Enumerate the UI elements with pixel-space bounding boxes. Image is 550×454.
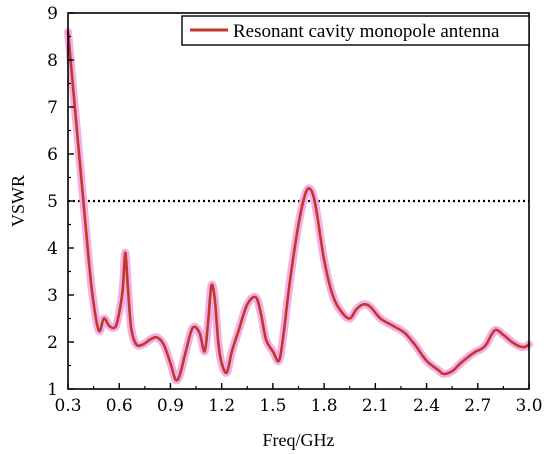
x-tick-label: 2.1 bbox=[362, 396, 389, 416]
series-group bbox=[64, 27, 533, 385]
x-axis-label: Freq/GHz bbox=[263, 430, 335, 450]
y-tick-label: 3 bbox=[47, 286, 58, 306]
y-tick-label: 6 bbox=[47, 145, 58, 165]
series-glow-0 bbox=[64, 27, 533, 385]
x-tick-label: 2.4 bbox=[413, 396, 440, 416]
y-tick-label: 9 bbox=[47, 4, 58, 24]
x-tick-label: 1.2 bbox=[208, 396, 235, 416]
axes-group: 0.3 0.6 0.9 1.2 1.5 1.8 2.1 2.4 2.7 3.0 1 2 3 4 5 6 7 8 9 F… bbox=[8, 4, 543, 450]
x-tick-label: 1.8 bbox=[311, 396, 338, 416]
x-tick-label: 0.9 bbox=[157, 396, 184, 416]
legend-group: Resonant cavity monopole antenna bbox=[181, 15, 530, 46]
x-tick-label: 0.6 bbox=[106, 396, 133, 416]
y-tick-label: 7 bbox=[47, 98, 58, 118]
y-tick-label: 4 bbox=[47, 239, 58, 259]
x-tick-label: 2.7 bbox=[464, 396, 491, 416]
legend-label: Resonant cavity monopole antenna bbox=[233, 21, 500, 42]
y-axis-label: VSWR bbox=[8, 175, 28, 227]
y-tick-label: 2 bbox=[47, 333, 58, 353]
series-line-0 bbox=[66, 30, 531, 382]
x-tick-label: 1.5 bbox=[259, 396, 286, 416]
x-tick-label: 3.0 bbox=[515, 396, 542, 416]
y-tick-label: 8 bbox=[47, 51, 58, 71]
legend-box bbox=[181, 15, 530, 46]
y-tick-label: 1 bbox=[47, 380, 58, 400]
y-tick-label: 5 bbox=[47, 192, 58, 212]
x-tick-label: 0.3 bbox=[54, 396, 81, 416]
